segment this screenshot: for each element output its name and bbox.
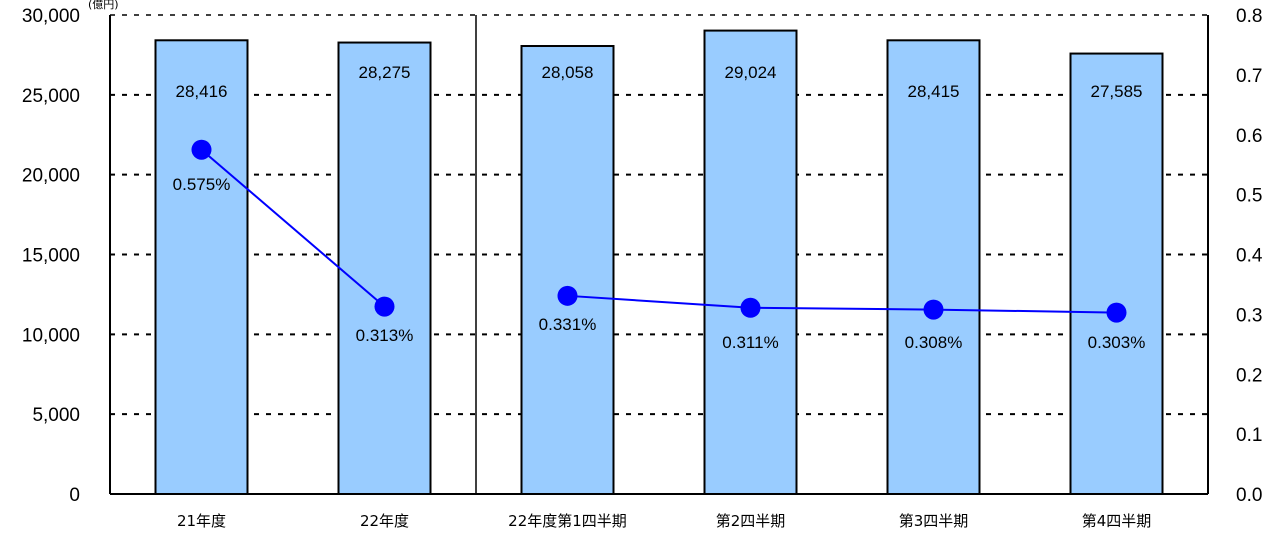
bar-value-label: 28,275 — [359, 63, 411, 82]
labels: 28,416 28,275 28,058 29,024 28,415 27,585 0.57… — [173, 63, 1146, 352]
line-point — [923, 299, 944, 320]
category-label: 第2四半期 — [716, 512, 786, 530]
bar — [337, 41, 432, 495]
line-point — [191, 139, 212, 160]
bar-value-label: 28,416 — [176, 82, 228, 101]
line-point — [374, 296, 395, 317]
axes: 0 5,000 10,000 15,000 20,000 25,000 30,000 0.0 0… — [22, 6, 1263, 530]
left-tick-label: 25,000 — [22, 86, 80, 107]
bar-value-label: 28,415 — [908, 82, 960, 101]
right-tick-label: 0.6 — [1236, 126, 1262, 147]
line-value-label: 0.308% — [905, 333, 963, 352]
left-tick-label: 5,000 — [32, 405, 80, 426]
bar-value-label: 28,058 — [542, 63, 594, 82]
right-tick-label: 0.3 — [1236, 305, 1262, 326]
right-tick-label: 0.7 — [1236, 66, 1262, 87]
bar — [1069, 52, 1164, 495]
category-label: 第4四半期 — [1082, 512, 1152, 530]
left-tick-label: 15,000 — [22, 246, 80, 267]
bar — [703, 29, 798, 496]
line-segment — [750, 306, 934, 311]
category-label: 22年度 — [360, 512, 409, 530]
left-tick-label: 20,000 — [22, 166, 80, 187]
line-series — [191, 139, 1127, 323]
line-value-label: 0.331% — [539, 315, 597, 334]
left-tick-label: 10,000 — [22, 325, 80, 346]
category-label: 第3四半期 — [899, 512, 969, 530]
bar — [520, 45, 615, 496]
right-tick-label: 0.5 — [1236, 186, 1262, 207]
right-tick-label: 0.4 — [1236, 246, 1263, 267]
right-tick-label: 0.2 — [1236, 365, 1262, 386]
line-value-label: 0.575% — [173, 175, 231, 194]
bar-value-label: 29,024 — [725, 63, 777, 82]
right-tick-label: 0.8 — [1236, 6, 1262, 27]
line-point — [740, 297, 761, 318]
line-point — [557, 285, 578, 306]
left-tick-label: 0 — [69, 485, 80, 506]
category-label: 21年度 — [177, 512, 226, 530]
gridlines — [110, 14, 1208, 416]
category-label: 22年度第1四半期 — [508, 512, 627, 530]
line-value-label: 0.313% — [356, 326, 414, 345]
line-segment — [200, 148, 386, 308]
bar — [886, 39, 981, 496]
bar-value-label: 27,585 — [1091, 82, 1143, 101]
line-segment — [933, 308, 1117, 314]
line-value-label: 0.303% — [1088, 333, 1146, 352]
right-tick-label: 0.1 — [1236, 425, 1262, 446]
line-value-label: 0.311% — [722, 333, 778, 352]
line-segment — [567, 294, 751, 309]
bar — [154, 39, 249, 495]
line-point — [1106, 302, 1127, 323]
bar-series — [154, 29, 1164, 496]
left-axis-unit: (億円) — [88, 0, 119, 11]
left-tick-label: 30,000 — [22, 6, 80, 27]
right-tick-label: 0.0 — [1236, 485, 1262, 506]
